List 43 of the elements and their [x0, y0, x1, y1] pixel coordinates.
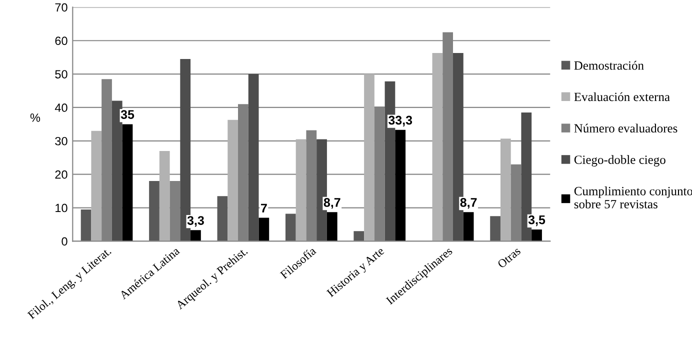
bar [463, 212, 474, 242]
bar [122, 124, 133, 242]
y-tick-label: 0 [62, 237, 68, 246]
bar [532, 230, 542, 242]
data-label: 3,5 [528, 215, 546, 226]
legend-label: Ciego-doble ciego [574, 155, 666, 167]
bar [258, 218, 270, 242]
legend-label: Demostración [574, 60, 644, 70]
y-tick-label: 30 [55, 136, 68, 146]
bar [149, 181, 160, 242]
bar [490, 216, 500, 242]
y-tick-label: 40 [54, 104, 68, 112]
legend-label: Número evaluadores [574, 124, 678, 133]
bar [80, 209, 92, 242]
data-label: 33,3 [388, 116, 412, 126]
data-label: 7 [260, 204, 267, 212]
bar [285, 214, 296, 242]
bar [112, 100, 122, 242]
bar [354, 231, 364, 242]
y-tick-label: 50 [55, 70, 68, 78]
bar [432, 52, 443, 242]
bar [159, 150, 170, 242]
bar [248, 74, 259, 242]
y-tick-label: 60 [55, 36, 68, 46]
data-label: 3,3 [187, 216, 204, 227]
data-label: 8,7 [460, 198, 477, 209]
bar [190, 230, 201, 242]
bar [217, 196, 228, 242]
data-label: 35 [120, 110, 134, 119]
bar [364, 74, 374, 242]
x-tick-label: Otras [497, 246, 522, 269]
bar [326, 212, 338, 242]
legend-label: Evaluación externa [574, 92, 670, 102]
y-tick-label: 10 [56, 204, 68, 212]
bar [395, 130, 406, 242]
y-axis-title: % [30, 114, 40, 122]
bar [296, 139, 306, 242]
bar [228, 120, 238, 242]
bar [500, 138, 511, 242]
y-tick-label: 20 [55, 170, 68, 179]
y-tick-label: 70 [55, 3, 68, 12]
bar [91, 130, 102, 242]
data-label: 8,7 [324, 198, 340, 209]
